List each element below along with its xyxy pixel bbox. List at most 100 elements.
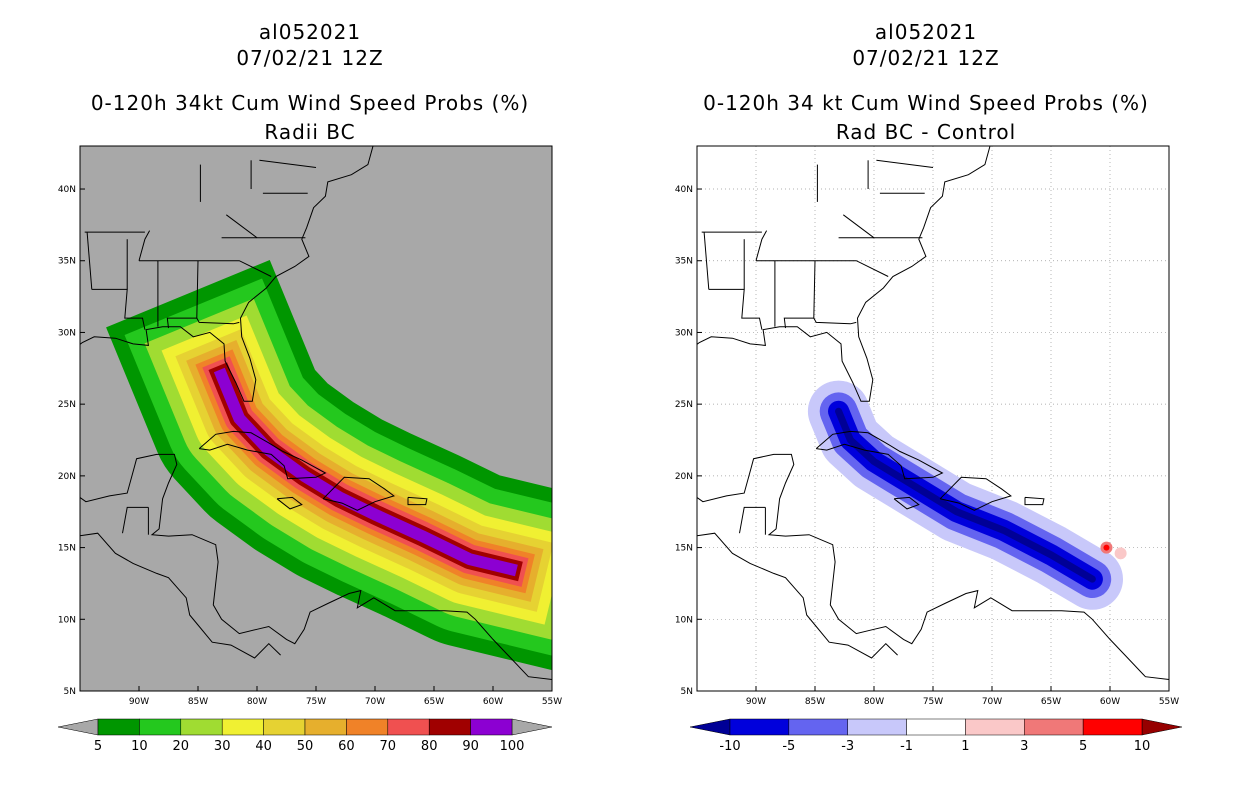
x-tick-label: 80W: [864, 697, 884, 707]
x-tick-label: 90W: [129, 697, 149, 707]
coastline: [697, 532, 898, 659]
y-tick-label: 5N: [681, 687, 693, 697]
colorbar-swatch: [263, 718, 306, 736]
colorbar-under-arrow: [689, 718, 731, 736]
coastline: [138, 230, 151, 261]
colorbar-label: 30: [214, 739, 231, 754]
y-tick-label: 30N: [675, 328, 693, 338]
coastline: [893, 496, 920, 510]
x-tick-label: 55W: [542, 697, 562, 707]
y-tick-label: 10N: [58, 615, 76, 625]
coastline: [322, 476, 395, 511]
y-tick-label: 35N: [58, 257, 76, 267]
colorbar-over-arrow: [511, 718, 553, 736]
y-tick-label: 20N: [58, 472, 76, 482]
coastline: [939, 476, 1012, 511]
coastline: [80, 146, 552, 680]
coastline: [815, 430, 944, 480]
x-tick-label: 85W: [805, 697, 825, 707]
diff-spot: [1114, 547, 1127, 560]
diff-band: [835, 407, 1096, 583]
colorbar-swatch: [221, 718, 264, 736]
colorbar-label: 5: [94, 739, 102, 754]
x-tick-label: 65W: [424, 697, 444, 707]
colorbar-label: -3: [841, 739, 854, 754]
coastline: [198, 430, 327, 480]
x-tick-label: 70W: [982, 697, 1002, 707]
colorbar-label: 90: [462, 739, 479, 754]
colorbar-label: -10: [719, 739, 740, 754]
coastline: [1024, 496, 1045, 506]
right-datetime: 07/02/21 12Z: [852, 46, 1000, 70]
y-tick-label: 5N: [64, 687, 76, 697]
right-subtitle: Rad BC - Control: [835, 120, 1017, 144]
coastline: [122, 506, 149, 534]
coastline: [756, 260, 889, 277]
coastline: [196, 317, 240, 325]
colorbar-label: 50: [297, 739, 314, 754]
y-tick-label: 25N: [675, 400, 693, 410]
x-tick-label: 85W: [188, 697, 208, 707]
x-tick-label: 60W: [1100, 697, 1120, 707]
colorbar-label: -1: [900, 739, 913, 754]
y-tick-label: 15N: [675, 544, 693, 554]
x-tick-label: 60W: [483, 697, 503, 707]
colorbar-swatch: [965, 718, 1025, 736]
colorbar-swatch: [97, 718, 140, 736]
colorbar-swatch: [346, 718, 389, 736]
colorbar-swatch: [180, 718, 223, 736]
colorbar-label: 5: [1079, 739, 1087, 754]
colorbar-swatch: [906, 718, 966, 736]
right-storm-id: al052021: [874, 20, 978, 44]
colorbar-label: 100: [500, 739, 525, 754]
colorbar-label: 60: [338, 739, 355, 754]
x-tick-label: 75W: [306, 697, 326, 707]
colorbar-label: 10: [1134, 739, 1151, 754]
left-map-panel: 90W 85W 80W 75W 70W 65W 60W 55W 5N 10N 15N 20N 25N 30…: [57, 145, 562, 754]
colorbar-label: 3: [1020, 739, 1028, 754]
coastline: [813, 317, 857, 325]
colorbar-swatch: [729, 718, 790, 736]
coastline: [783, 260, 816, 329]
y-tick-label: 20N: [675, 472, 693, 482]
y-tick-label: 10N: [675, 615, 693, 625]
left-datetime: 07/02/21 12Z: [236, 46, 384, 70]
coastline: [166, 260, 199, 329]
coastline: [407, 496, 428, 506]
colorbar-swatch: [428, 718, 471, 736]
colorbar-label: -5: [782, 739, 795, 754]
colorbar-label: 20: [173, 739, 190, 754]
coastline: [876, 159, 934, 168]
left-title: 0-120h 34kt Cum Wind Speed Probs (%): [90, 91, 530, 115]
colorbar-swatch: [387, 718, 430, 736]
coastline: [259, 159, 317, 168]
x-tick-label: 65W: [1041, 697, 1061, 707]
coastline: [739, 506, 766, 534]
y-tick-label: 25N: [58, 400, 76, 410]
coastline: [843, 214, 875, 239]
colorbar: 5 10 20 30 40 50 60 70 80 90 100: [57, 718, 553, 754]
x-tick-label: 80W: [247, 697, 267, 707]
left-subtitle: Radii BC: [264, 120, 356, 144]
x-tick-label: 55W: [1159, 697, 1179, 707]
coastline: [80, 532, 281, 659]
colorbar-label: 80: [421, 739, 438, 754]
y-tick-label: 30N: [58, 328, 76, 338]
colorbar-label: 40: [255, 739, 272, 754]
coastline: [708, 288, 763, 330]
coastline: [755, 230, 768, 261]
coastline: [139, 260, 272, 277]
colorbar-swatch: [470, 718, 513, 736]
y-tick-label: 15N: [58, 544, 76, 554]
colorbar-swatch: [1082, 718, 1143, 736]
colorbar-swatch: [1024, 718, 1084, 736]
coastline: [226, 214, 258, 239]
coastline: [703, 232, 710, 290]
colorbar-swatch: [847, 718, 907, 736]
right-map-panel: 90W 85W 80W 75W 70W 65W 60W 55W 5N 10N 15N 20N 25N 30…: [675, 145, 1183, 754]
colorbar-swatch: [139, 718, 182, 736]
right-title: 0-120h 34 kt Cum Wind Speed Probs (%): [703, 91, 1149, 115]
x-tick-label: 75W: [923, 697, 943, 707]
colorbar-label: 70: [380, 739, 397, 754]
